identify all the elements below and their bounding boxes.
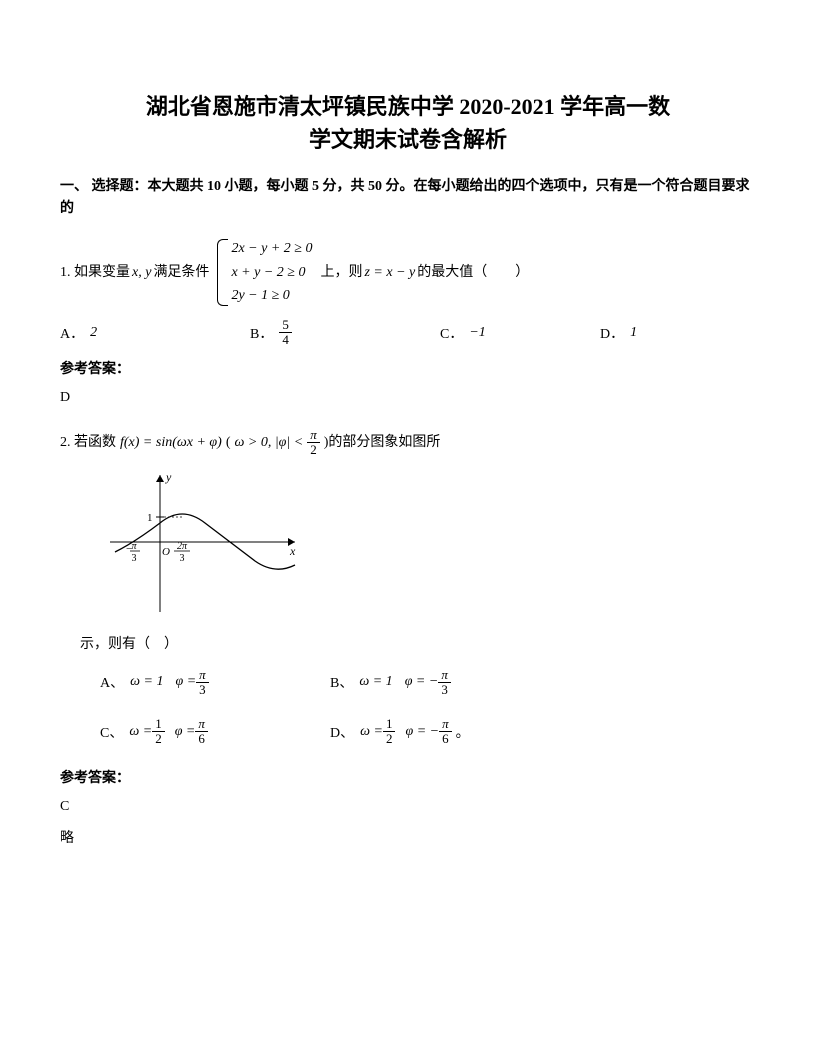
graph-y-label: y: [165, 470, 172, 484]
q1-option-b: B． 5 4: [250, 318, 410, 348]
q1-optD-label: D．: [600, 323, 624, 343]
q2-optD-w-prefix: ω =: [360, 724, 383, 740]
q2-answer-label: 参考答案：: [60, 767, 756, 787]
q1-optC-val: −1: [469, 325, 485, 341]
q1-optB-frac: 5 4: [279, 318, 292, 348]
q2-note: 略: [60, 827, 756, 847]
q1-sys-line2: x + y − 2 ≥ 0: [231, 261, 312, 285]
q2-optD-w-num: 1: [383, 717, 396, 732]
q2-paren-open: (: [226, 430, 231, 455]
q2-suffix: 示，则有（ ）: [80, 632, 756, 657]
q1-mid1: 满足条件: [153, 260, 209, 285]
graph-xpos-num: 2π: [177, 541, 188, 552]
q2-graph: y x 1 O − π 3 2π 3: [100, 467, 756, 622]
q2-optC-phi-num: π: [195, 717, 208, 732]
q1-answer: D: [60, 390, 756, 406]
q1-optC-label: C．: [440, 323, 463, 343]
q1-prefix: 1. 如果变量: [60, 260, 130, 285]
q1-vars: x, y: [132, 260, 151, 285]
q2-optD-phi-prefix: φ = −: [405, 724, 439, 740]
graph-xneg-den: 3: [132, 553, 137, 564]
q2-optD-suffix: 。: [456, 722, 470, 742]
q1-mid3: 的最大值（ ）: [417, 260, 529, 285]
q1-optA-val: 2: [90, 325, 97, 341]
q2-optB-phi-den: 3: [438, 683, 451, 697]
q2-cond-num: π: [307, 428, 320, 443]
q2-optC-w-frac: 1 2: [152, 717, 165, 747]
q2-optC-label: C、: [100, 722, 123, 742]
q2-optA-phi-num: π: [196, 668, 209, 683]
title-line-2: 学文期末试卷含解析: [60, 123, 756, 156]
q2-optB-w: ω = 1: [359, 674, 392, 690]
graph-x-label: x: [289, 544, 296, 558]
q2-options-row1: A、 ω = 1 φ = π 3 B、 ω = 1 φ = − π 3: [100, 668, 756, 698]
q2-paren-close: )的部分图象如图所: [324, 430, 441, 455]
q1-options: A． 2 B． 5 4 C． −1 D． 1: [60, 318, 756, 348]
q2-cond1: ω > 0, |φ| <: [235, 430, 304, 455]
q2-optB-phi-frac: π 3: [438, 668, 451, 698]
q2-optA-phi-den: 3: [196, 683, 209, 697]
q2-optC-phi-den: 6: [195, 732, 208, 746]
q2-optC-w-den: 2: [152, 732, 165, 746]
q2-optD-label: D、: [330, 722, 354, 742]
graph-xpos-den: 3: [180, 553, 185, 564]
sine-graph-icon: y x 1 O − π 3 2π 3: [100, 467, 300, 617]
q2-optD-phi-frac: π 6: [439, 717, 452, 747]
q2-option-d: D、 ω = 1 2 φ = − π 6 。: [330, 717, 470, 747]
q1-expr: z = x − y: [364, 260, 415, 285]
q2-optB-phi-prefix: φ = −: [405, 674, 439, 690]
q2-cond-den: 2: [307, 443, 320, 457]
q1-system: 2x − y + 2 ≥ 0 x + y − 2 ≥ 0 2y − 1 ≥ 0: [217, 237, 312, 308]
q2-cond-frac: π 2: [307, 428, 320, 458]
q1-answer-label: 参考答案：: [60, 358, 756, 378]
section-header: 一、 选择题：本大题共 10 小题，每小题 5 分，共 50 分。在每小题给出的…: [60, 176, 756, 221]
q1-option-a: A． 2: [60, 323, 220, 343]
q1-optB-num: 5: [279, 318, 292, 333]
page-title: 湖北省恩施市清太坪镇民族中学 2020-2021 学年高一数 学文期末试卷含解析: [60, 90, 756, 156]
q1-option-d: D． 1: [600, 323, 637, 343]
q2-optA-phi-prefix: φ =: [175, 674, 196, 690]
q2-answer: C: [60, 799, 756, 815]
q2-optD-phi-num: π: [439, 717, 452, 732]
q2-optD-phi-den: 6: [439, 732, 452, 746]
graph-y-tick: 1: [147, 512, 153, 524]
graph-o-label: O: [162, 546, 170, 558]
q2-optD-w-den: 2: [383, 732, 396, 746]
question-1: 1. 如果变量 x, y 满足条件 2x − y + 2 ≥ 0 x + y −…: [60, 237, 756, 308]
q2-prefix: 2. 若函数: [60, 430, 116, 455]
q1-optB-den: 4: [279, 333, 292, 347]
q1-mid2: 上，则: [320, 260, 362, 285]
q2-optD-w-frac: 1 2: [383, 717, 396, 747]
q2-optC-phi-prefix: φ =: [175, 724, 196, 740]
q2-options-row2: C、 ω = 1 2 φ = π 6 D、 ω = 1 2 φ = − π 6 …: [100, 717, 756, 747]
q1-option-c: C． −1: [440, 323, 570, 343]
q2-optA-label: A、: [100, 672, 124, 692]
q1-sys-line3: 2y − 1 ≥ 0: [231, 284, 312, 308]
q2-func: f(x) = sin(ωx + φ): [120, 430, 222, 455]
question-2: 2. 若函数 f(x) = sin(ωx + φ) ( ω > 0, |φ| <…: [60, 428, 756, 458]
q2-optB-phi-num: π: [438, 668, 451, 683]
title-line-1: 湖北省恩施市清太坪镇民族中学 2020-2021 学年高一数: [60, 90, 756, 123]
q2-optC-w-prefix: ω =: [129, 724, 152, 740]
q1-sys-line1: 2x − y + 2 ≥ 0: [231, 237, 312, 261]
q2-optC-phi-frac: π 6: [195, 717, 208, 747]
q1-optB-label: B．: [250, 323, 273, 343]
q2-optC-w-num: 1: [152, 717, 165, 732]
q2-option-c: C、 ω = 1 2 φ = π 6: [100, 717, 310, 747]
q2-option-a: A、 ω = 1 φ = π 3: [100, 668, 310, 698]
q2-optA-w: ω = 1: [130, 674, 163, 690]
q2-optB-label: B、: [330, 672, 353, 692]
q2-option-b: B、 ω = 1 φ = − π 3: [330, 668, 451, 698]
q1-optA-label: A．: [60, 323, 84, 343]
q1-optD-val: 1: [630, 325, 637, 341]
q2-optA-phi-frac: π 3: [196, 668, 209, 698]
